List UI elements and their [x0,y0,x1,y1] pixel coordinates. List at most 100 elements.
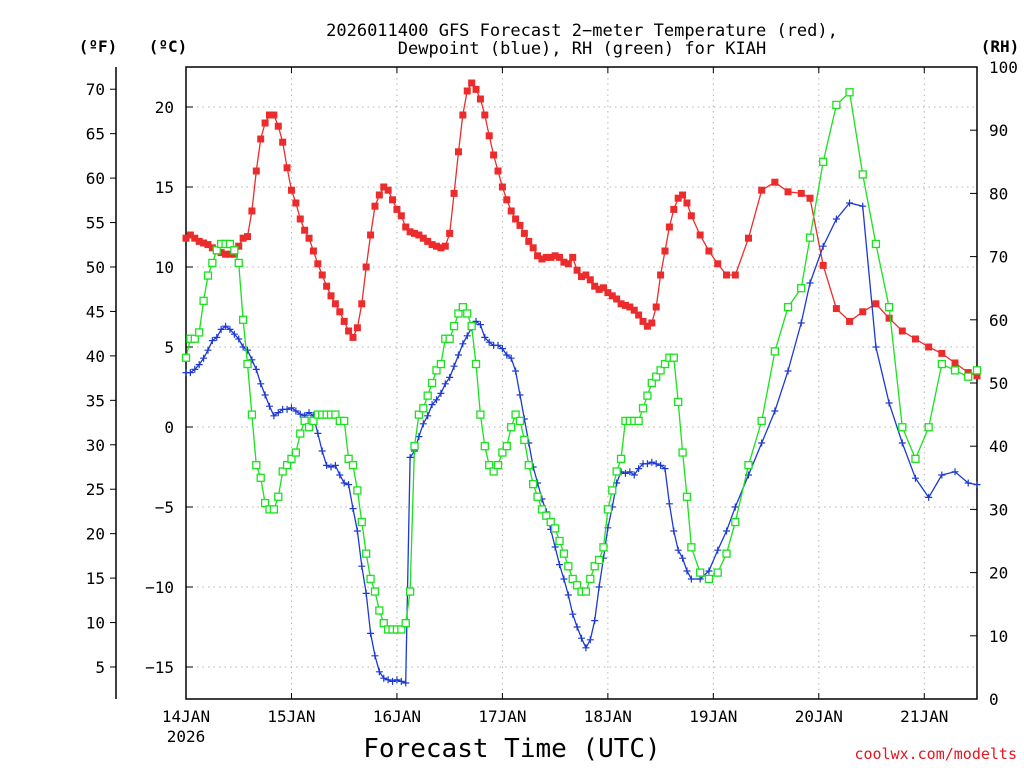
temperature-point [556,253,564,261]
relative-humidity-point [397,625,406,634]
temperature-point [411,229,419,237]
dewpoint-point [200,354,208,362]
x-tick-label: 16JAN [373,707,421,726]
rh-tick-label: 0 [989,690,999,709]
relative-humidity-point [230,246,239,255]
temperature-point [595,285,603,293]
dewpoint-point [459,340,467,348]
dewpoint-point [964,479,972,487]
temperature-point [538,255,546,263]
temperature-point [318,271,326,279]
series-layer [181,79,982,687]
temperature-point [674,194,682,202]
temperature-point [222,250,230,258]
dewpoint-point [437,389,445,397]
relative-humidity-point [550,524,560,533]
temperature-point [648,319,656,327]
temperature-point [582,271,590,279]
temperature-point [252,167,260,175]
dewpoint-point [683,567,691,575]
dewpoint-point [621,469,629,477]
relative-humidity-point [731,517,740,527]
dewpoint-point [446,373,454,381]
temperature-point [437,244,445,252]
rh-tick-label: 90 [989,121,1008,140]
relative-humidity-point [533,492,542,501]
temperature-point [353,324,361,332]
dewpoint-point [674,546,682,554]
temperature-point [476,95,484,103]
relative-humidity-point [581,587,591,596]
temperature-point [665,223,673,231]
dewpoint-point [257,380,265,388]
dewpoint-point [226,325,234,333]
dewpoint-point [569,610,577,618]
dewpoint-point [353,527,361,535]
fahrenheit-tick-label: 25 [86,480,105,499]
temperature-point [938,349,946,357]
temperature-point [261,119,269,127]
dewpoint-point [687,575,695,583]
dewpoint-point [657,461,665,469]
fahrenheit-tick-label: 70 [86,80,105,99]
relative-humidity-point [414,410,424,419]
temperature-point [305,234,313,242]
temperature-point [340,317,348,325]
dewpoint-point [371,652,379,660]
temperature-point [973,372,981,380]
relative-humidity-point [608,486,617,495]
dewpoint-point [832,215,840,223]
relative-humidity-point [256,473,265,482]
dewpoint-point [450,362,458,370]
temperature-point [503,196,511,204]
x-tick-label: 18JAN [584,707,632,726]
relative-humidity-point [537,505,547,514]
relative-humidity-point [757,416,766,426]
dewpoint-point [643,460,651,468]
temperature-point [490,151,498,159]
temperature-point [248,207,256,215]
relative-humidity-point [972,366,982,375]
dewpoint-point [591,617,599,625]
temperature-point [898,327,906,335]
relative-humidity-point [432,366,441,375]
relative-humidity-point [190,334,199,343]
temperature-point [274,122,282,130]
relative-humidity-point [678,448,687,457]
relative-humidity-point [353,486,362,495]
relative-humidity-point [348,461,358,470]
relative-humidity-point [208,258,217,268]
dewpoint-point [345,481,353,489]
temperature-point [604,289,612,297]
relative-humidity-point [674,397,683,407]
temperature-point [389,196,397,204]
dewpoint-point [463,332,471,340]
temperature-point [362,263,370,271]
dewpoint-point [362,589,370,597]
relative-humidity-point [594,555,604,565]
dewpoint-point [679,554,687,562]
relative-humidity-point [269,505,279,514]
dewpoint-point [283,405,291,413]
relative-humidity-point [704,574,714,584]
relative-humidity-point [858,170,867,179]
temperature-point [323,282,331,290]
dewpoint-point [648,458,656,466]
dewpoint-point [367,629,375,637]
dewpoint-point [375,668,383,676]
relative-humidity-point [282,461,292,470]
temperature-point [626,303,634,311]
temperature-point [551,252,559,260]
relative-humidity-point [260,498,270,508]
rh-unit-label: (RH) [981,37,1020,56]
dewpoint-point [292,407,300,415]
dewpoint-point [274,409,282,417]
dewpoint-point [661,465,669,473]
dewpoint-point [296,410,304,418]
fahrenheit-tick-label: 50 [86,258,105,277]
credit-link[interactable]: coolwx.com/modelts [854,745,1017,763]
rh-tick-label: 50 [989,374,1008,393]
relative-humidity-point [682,492,692,501]
dewpoint-point [885,399,893,407]
x-tick-label: 21JAN [900,707,948,726]
